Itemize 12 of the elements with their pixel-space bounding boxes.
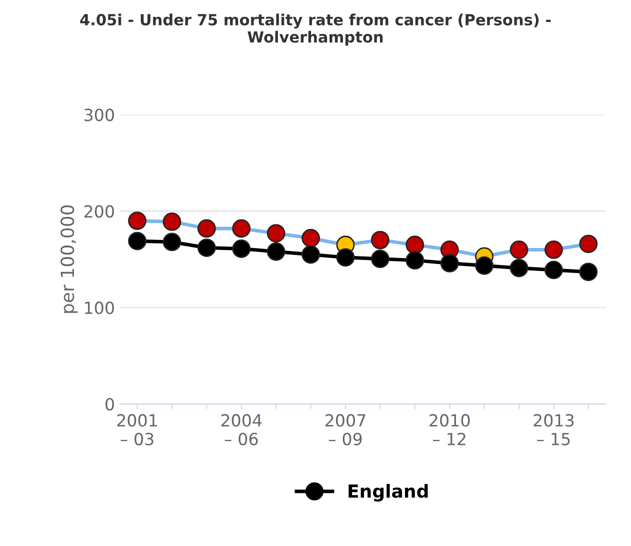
x-tick-label: 2001 – 03 [117,414,157,446]
y-axis-title: per 100,000 [60,205,78,313]
y-tick-label: 0 [106,398,114,411]
chart-title: 4.05i - Under 75 mortality rate from cancer (Persons) - Wolverhampton [80,14,551,46]
y-tick-label: 200 [84,205,114,218]
y-tick-label: 100 [85,302,114,314]
x-tick-label: 2004 – 06 [221,414,262,446]
x-tick-label: 2013 – 15 [534,414,574,446]
y-tick-label: 300 [84,108,114,122]
legend-label: England [348,484,428,502]
x-tick-label: 2010 – 12 [430,414,470,446]
x-tick-label: 2007 – 09 [325,414,366,446]
